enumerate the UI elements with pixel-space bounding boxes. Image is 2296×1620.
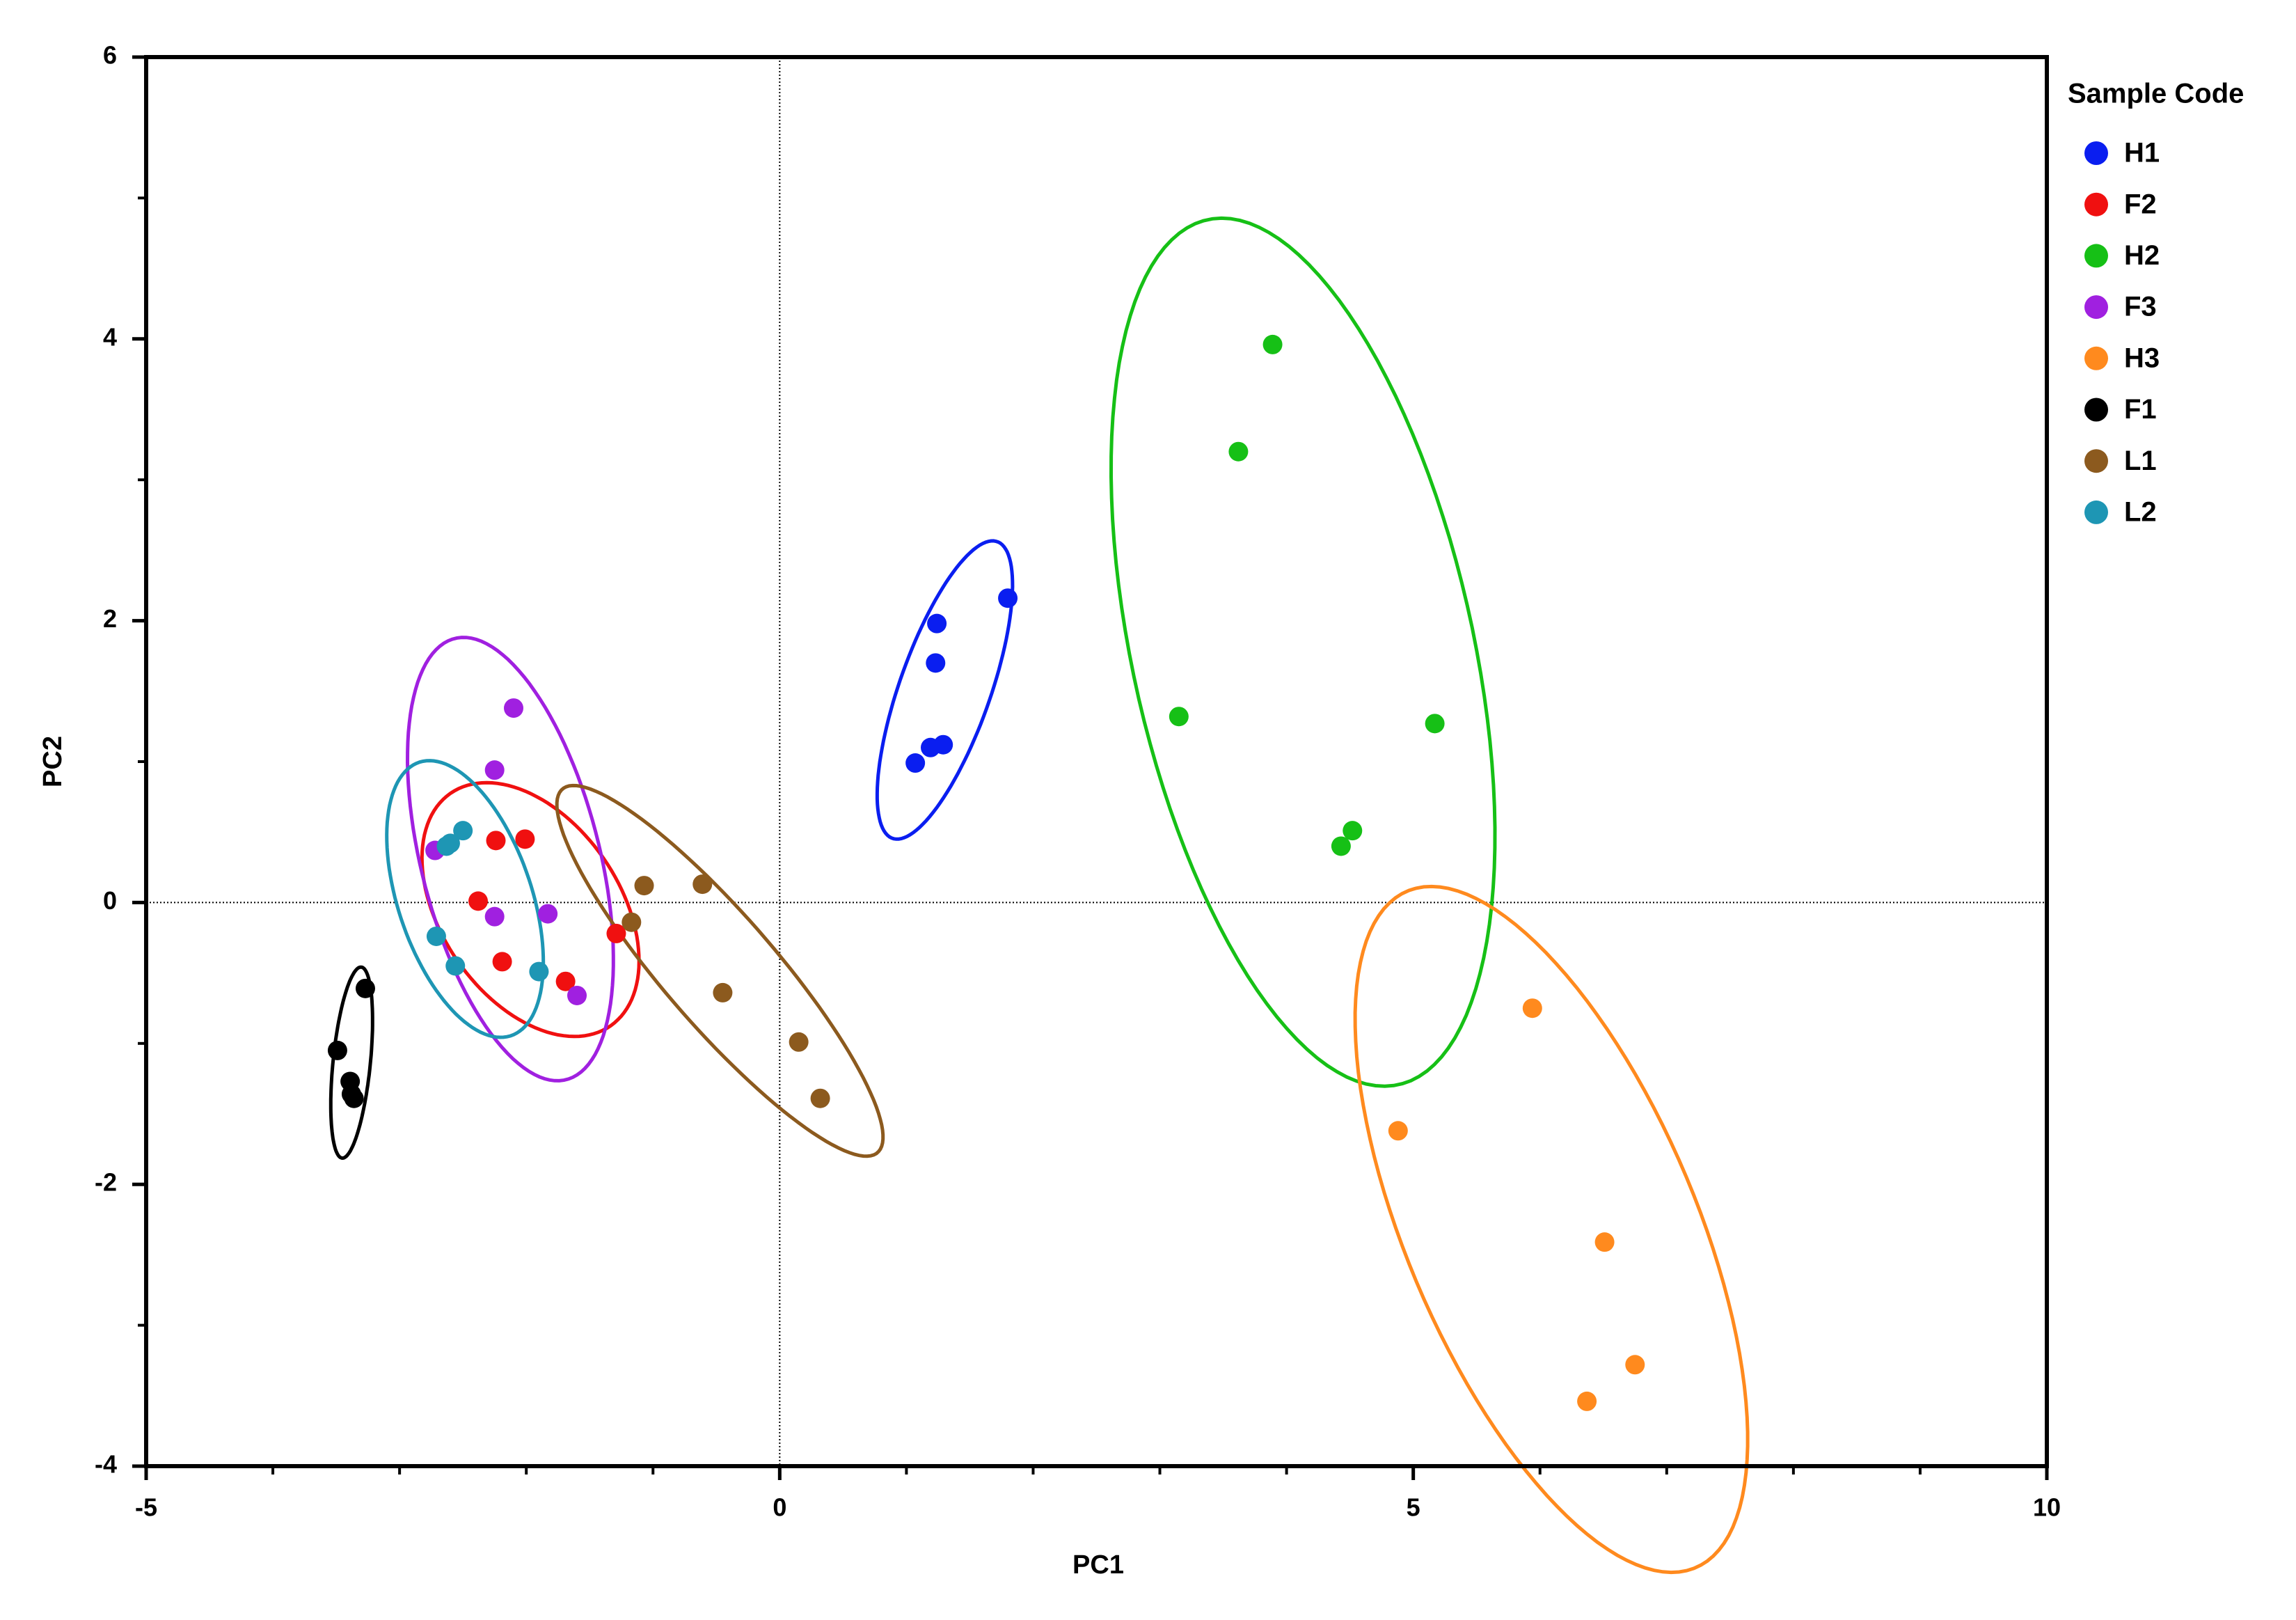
point bbox=[634, 876, 654, 896]
x-tick-label: 0 bbox=[773, 1493, 786, 1522]
point bbox=[926, 653, 946, 673]
legend-label: H2 bbox=[2124, 240, 2160, 271]
point bbox=[436, 836, 457, 856]
legend-label: H3 bbox=[2124, 343, 2160, 373]
point bbox=[503, 698, 523, 718]
point bbox=[486, 831, 506, 851]
y-tick-label: -4 bbox=[95, 1450, 117, 1479]
y-tick-label: 2 bbox=[103, 604, 117, 633]
x-tick-label: 10 bbox=[2033, 1493, 2061, 1522]
x-tick-label: 5 bbox=[1407, 1493, 1420, 1522]
point bbox=[445, 956, 466, 976]
point bbox=[621, 912, 642, 932]
legend-marker bbox=[2084, 244, 2108, 268]
point bbox=[1425, 714, 1445, 734]
legend-label: L1 bbox=[2124, 446, 2157, 476]
point bbox=[1169, 707, 1189, 727]
point bbox=[1388, 1121, 1408, 1141]
legend-marker bbox=[2084, 449, 2108, 473]
point bbox=[1577, 1391, 1597, 1411]
confidence-ellipse bbox=[555, 783, 885, 1158]
point bbox=[713, 982, 733, 1002]
point bbox=[1343, 821, 1363, 841]
legend-marker bbox=[2084, 346, 2108, 370]
point bbox=[1228, 441, 1249, 462]
confidence-ellipse bbox=[875, 539, 1015, 841]
y-tick-label: 6 bbox=[103, 41, 117, 70]
confidence-ellipse bbox=[405, 636, 615, 1083]
point bbox=[492, 952, 512, 972]
point bbox=[1625, 1355, 1645, 1375]
point bbox=[484, 906, 505, 927]
point bbox=[692, 874, 713, 895]
legend-label: F2 bbox=[2124, 189, 2157, 219]
point bbox=[468, 891, 489, 911]
confidence-ellipse bbox=[385, 759, 546, 1039]
point bbox=[606, 923, 626, 943]
point bbox=[515, 829, 535, 849]
point bbox=[933, 734, 953, 755]
point bbox=[426, 926, 446, 946]
y-tick-label: 0 bbox=[103, 886, 117, 915]
y-tick-label: 4 bbox=[103, 322, 117, 351]
point bbox=[1262, 334, 1283, 354]
point bbox=[327, 1040, 347, 1060]
point bbox=[529, 961, 549, 982]
legend-marker bbox=[2084, 295, 2108, 320]
legend-label: L2 bbox=[2124, 496, 2157, 527]
legend-marker bbox=[2084, 141, 2108, 165]
point bbox=[355, 978, 375, 998]
confidence-ellipse bbox=[1353, 884, 1750, 1575]
point bbox=[998, 588, 1018, 608]
legend-title: Sample Code bbox=[2068, 79, 2244, 109]
point bbox=[1331, 836, 1351, 856]
point bbox=[344, 1088, 364, 1108]
point bbox=[484, 760, 505, 780]
legend-marker bbox=[2084, 192, 2108, 217]
point bbox=[905, 753, 926, 773]
x-axis-label: PC1 bbox=[1072, 1550, 1124, 1580]
y-axis-label: PC2 bbox=[38, 736, 68, 787]
legend-label: F3 bbox=[2124, 292, 2157, 322]
y-tick-label: -2 bbox=[95, 1168, 117, 1197]
legend-label: H1 bbox=[2124, 138, 2160, 168]
point bbox=[555, 971, 576, 991]
legend-label: F1 bbox=[2124, 394, 2157, 425]
legend-marker bbox=[2084, 500, 2108, 524]
confidence-ellipse bbox=[1109, 216, 1497, 1088]
point bbox=[453, 821, 473, 841]
point bbox=[1522, 998, 1542, 1019]
confidence-ellipse bbox=[420, 780, 641, 1039]
legend-marker bbox=[2084, 398, 2108, 422]
point bbox=[567, 985, 587, 1005]
point bbox=[1594, 1232, 1615, 1252]
x-tick-label: -5 bbox=[135, 1493, 157, 1522]
confidence-ellipse bbox=[328, 965, 374, 1160]
point bbox=[927, 613, 947, 634]
point bbox=[810, 1088, 830, 1108]
point bbox=[538, 904, 558, 924]
point bbox=[789, 1032, 809, 1052]
